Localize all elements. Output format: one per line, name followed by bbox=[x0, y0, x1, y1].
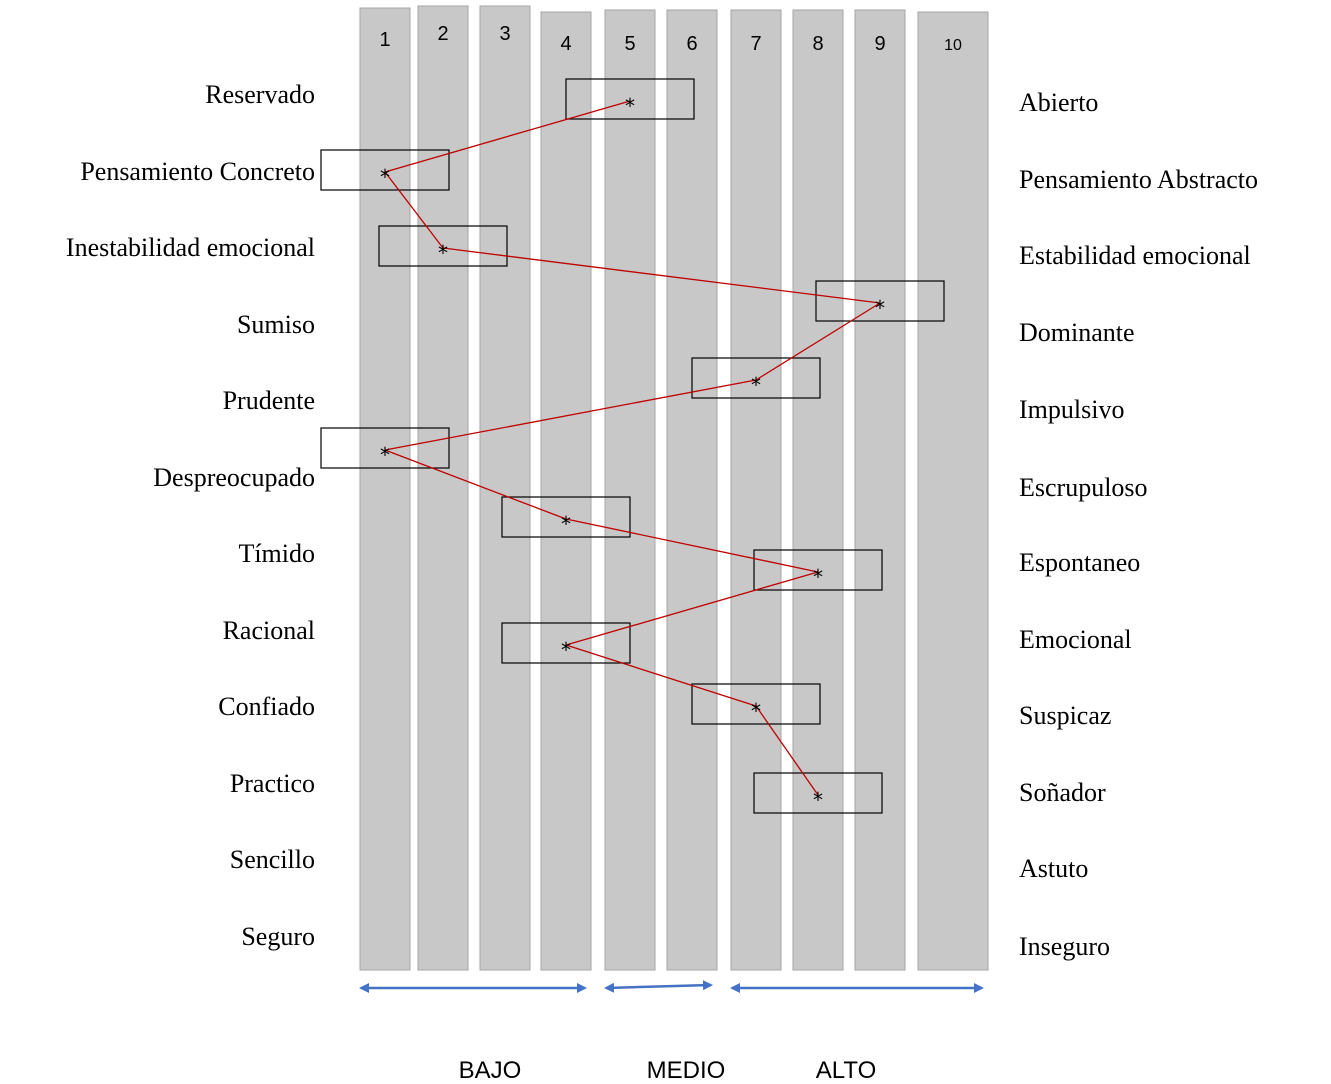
score-marker: * bbox=[751, 699, 761, 723]
profile-segment bbox=[565, 644, 757, 707]
trait-left-label: Seguro bbox=[241, 922, 315, 951]
score-column-7 bbox=[730, 9, 782, 971]
trait-right-label: Abierto bbox=[1019, 88, 1098, 117]
column-number-2: 2 bbox=[437, 23, 448, 45]
score-column-3 bbox=[479, 5, 531, 971]
trait-right-label: Escrupuloso bbox=[1019, 473, 1148, 502]
column-number-1: 1 bbox=[379, 29, 390, 51]
score-marker: * bbox=[813, 565, 823, 589]
score-box bbox=[378, 225, 508, 267]
trait-right-label: Espontaneo bbox=[1019, 548, 1140, 577]
trait-left-label: Sencillo bbox=[230, 845, 315, 874]
score-column-5 bbox=[604, 9, 656, 971]
trait-left-label: Sumiso bbox=[237, 310, 315, 339]
column-number-9: 9 bbox=[874, 33, 885, 55]
column-number-4: 4 bbox=[560, 33, 571, 55]
score-marker: * bbox=[438, 241, 448, 265]
band-arrow-medio bbox=[604, 980, 713, 993]
trait-right-label: Astuto bbox=[1019, 854, 1088, 883]
score-column-6 bbox=[666, 9, 718, 971]
trait-right-label: Estabilidad emocional bbox=[1019, 241, 1251, 270]
score-column-1 bbox=[359, 7, 411, 971]
score-columns: 1 2 3 4 5 6 7 8 9 10 bbox=[359, 5, 989, 971]
score-box bbox=[501, 622, 631, 664]
trait-right-label: Inseguro bbox=[1019, 932, 1110, 961]
profile-segment bbox=[384, 449, 567, 520]
trait-left-label: Inestabilidad emocional bbox=[66, 233, 315, 262]
profile-line bbox=[384, 100, 881, 796]
score-box bbox=[565, 78, 695, 120]
trait-left-label: Reservado bbox=[205, 80, 315, 109]
profile-segment bbox=[384, 379, 757, 451]
band-label-alto: ALTO bbox=[816, 1057, 876, 1084]
trait-left-label: Racional bbox=[223, 616, 315, 645]
marker-boxes bbox=[320, 78, 945, 814]
score-column-8 bbox=[792, 9, 844, 971]
score-markers: * * * * * * * * * * * bbox=[380, 94, 885, 812]
profile-segment bbox=[565, 571, 819, 646]
trait-left-label: Prudente bbox=[223, 386, 315, 415]
trait-right-label: Dominante bbox=[1019, 318, 1135, 347]
profile-segment bbox=[384, 100, 631, 173]
trait-left-label: Tímido bbox=[238, 539, 315, 568]
band-label-medio: MEDIO bbox=[647, 1057, 726, 1084]
profile-segment bbox=[384, 171, 444, 249]
trait-right-label: Soñador bbox=[1019, 778, 1106, 807]
band-label-bajo: BAJO bbox=[459, 1057, 522, 1084]
profile-segment bbox=[755, 705, 819, 796]
score-column-4 bbox=[540, 11, 592, 971]
score-marker: * bbox=[875, 296, 885, 320]
trait-labels: Reservado Abierto Pensamiento Concreto Pens… bbox=[66, 80, 1258, 961]
score-marker: * bbox=[561, 638, 571, 662]
trait-left-label: Despreocupado bbox=[153, 463, 315, 492]
profile-segment bbox=[755, 302, 881, 381]
profile-segment bbox=[442, 247, 881, 304]
level-bands: BAJO MEDIO ALTO bbox=[359, 980, 984, 1084]
score-box bbox=[320, 427, 450, 469]
score-marker: * bbox=[380, 443, 390, 467]
score-box bbox=[320, 149, 450, 191]
trait-right-label: Emocional bbox=[1019, 625, 1132, 654]
score-box bbox=[501, 496, 631, 538]
column-number-7: 7 bbox=[750, 33, 761, 55]
score-marker: * bbox=[813, 788, 823, 812]
column-number-5: 5 bbox=[624, 33, 635, 55]
column-number-3: 3 bbox=[499, 23, 510, 45]
score-column-2 bbox=[417, 5, 469, 971]
score-column-10 bbox=[917, 11, 989, 971]
score-marker: * bbox=[625, 94, 635, 118]
score-marker: * bbox=[561, 512, 571, 536]
trait-right-label: Impulsivo bbox=[1019, 395, 1124, 424]
trait-right-label: Pensamiento Abstracto bbox=[1019, 165, 1258, 194]
score-box bbox=[691, 357, 821, 399]
score-marker: * bbox=[751, 373, 761, 397]
profile-segment bbox=[565, 518, 819, 573]
trait-left-label: Pensamiento Concreto bbox=[80, 157, 315, 186]
score-box bbox=[753, 549, 883, 591]
trait-left-label: Confiado bbox=[218, 692, 315, 721]
column-number-6: 6 bbox=[686, 33, 697, 55]
score-column-9 bbox=[854, 9, 906, 971]
trait-left-label: Practico bbox=[230, 769, 315, 798]
column-number-8: 8 bbox=[812, 33, 823, 55]
column-number-10: 10 bbox=[944, 37, 962, 54]
trait-right-label: Suspicaz bbox=[1019, 701, 1111, 730]
score-box bbox=[691, 683, 821, 725]
score-marker: * bbox=[380, 165, 390, 189]
score-box bbox=[753, 772, 883, 814]
score-box bbox=[815, 280, 945, 322]
